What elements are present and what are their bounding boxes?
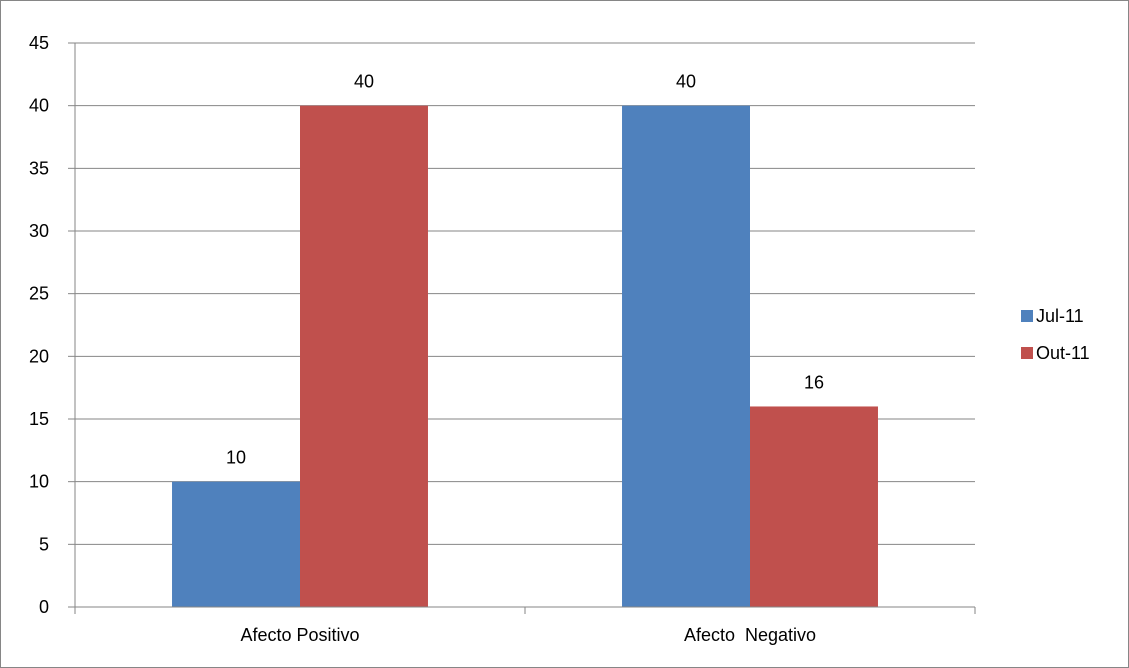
y-tick-label: 40: [29, 96, 49, 116]
data-label: 16: [804, 372, 824, 392]
y-tick-label: 20: [29, 346, 49, 366]
legend-swatch: [1021, 347, 1033, 359]
y-tick-label: 0: [39, 597, 49, 617]
data-labels: 10 40 40 16: [226, 72, 824, 468]
y-tick-label: 5: [39, 534, 49, 554]
data-label: 40: [354, 72, 374, 92]
x-axis-ticks: Afecto Positivo Afecto Negativo: [74, 607, 976, 645]
y-tick-label: 45: [29, 33, 49, 53]
data-label: 40: [676, 72, 696, 92]
bar: [622, 105, 750, 608]
x-tick-label: Afecto Negativo: [684, 625, 816, 645]
y-tick-label: 35: [29, 158, 49, 178]
x-tick-label: Afecto Positivo: [240, 625, 359, 645]
y-axis-ticks: 0 5 10 15 20 25 30 35 40 45: [29, 33, 75, 617]
legend-label: Jul-11: [1036, 306, 1084, 326]
y-tick-label: 30: [29, 221, 49, 241]
y-tick-label: 10: [29, 472, 49, 492]
y-tick-label: 25: [29, 284, 49, 304]
y-tick-label: 15: [29, 409, 49, 429]
data-label: 10: [226, 448, 246, 468]
bars: [172, 105, 878, 608]
legend-swatch: [1021, 310, 1033, 322]
legend: Jul-11 Out-11: [1021, 306, 1090, 363]
legend-label: Out-11: [1036, 343, 1090, 363]
bar: [172, 481, 300, 607]
bar: [300, 105, 428, 608]
bar: [750, 406, 878, 607]
